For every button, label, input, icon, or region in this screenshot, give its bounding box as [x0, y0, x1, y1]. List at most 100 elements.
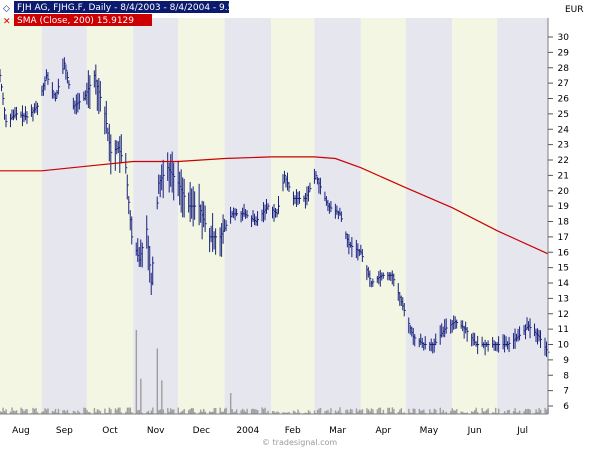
legend: ◇ FJH AG, FJHG.F, Daily - 8/4/2003 - 8/4…	[3, 1, 233, 27]
volume-bar	[433, 408, 436, 414]
volume-bar	[32, 407, 34, 414]
volume-bar	[515, 412, 518, 414]
volume-bar	[529, 409, 531, 414]
volume-bar	[357, 411, 359, 414]
volume-bar	[391, 407, 394, 414]
volume-bar	[503, 411, 506, 414]
volume-bar	[241, 408, 244, 414]
volume-bar	[294, 411, 296, 414]
volume-bar	[235, 409, 238, 414]
volume-bar	[493, 412, 495, 414]
volume-bar	[138, 409, 141, 414]
volume-bar	[411, 412, 413, 414]
volume-bar	[177, 407, 179, 414]
volume-bar	[209, 411, 211, 414]
volume-bar	[327, 409, 329, 414]
volume-bar	[63, 410, 66, 414]
x-tick-label: Nov	[147, 426, 165, 436]
volume-bar	[212, 411, 214, 414]
volume-bar	[222, 411, 224, 414]
volume-bar	[378, 407, 380, 414]
volume-bar	[421, 410, 424, 414]
volume-bar	[403, 412, 406, 414]
month-band	[271, 18, 315, 414]
volume-bar	[84, 407, 87, 414]
volume-bar	[345, 409, 347, 414]
volume-bar	[273, 411, 275, 414]
volume-bar	[370, 408, 373, 414]
volume-bar	[41, 411, 43, 414]
volume-bar	[189, 409, 191, 414]
volume-bar	[95, 412, 97, 414]
volume-bar	[387, 407, 389, 414]
volume-bar	[545, 409, 548, 414]
volume-bar	[126, 407, 129, 414]
volume-bar	[505, 412, 507, 414]
volume-bar	[430, 412, 433, 414]
volume-bar	[11, 407, 13, 414]
volume-bar	[369, 411, 371, 414]
y-tick-label: 21	[558, 171, 569, 181]
volume-bar	[366, 408, 368, 414]
volume-bar	[324, 411, 326, 414]
volume-bar	[250, 409, 253, 414]
volume-bar	[523, 411, 525, 414]
volume-bar	[2, 407, 4, 414]
volume-bar	[62, 410, 64, 414]
month-band	[178, 18, 225, 414]
volume-bar	[110, 409, 112, 414]
volume-bar	[51, 411, 54, 414]
volume-bar	[183, 409, 185, 414]
volume-bar	[518, 410, 521, 414]
volume-bar	[131, 412, 133, 414]
legend-sma-box	[14, 14, 152, 26]
x-tick-label: 2004	[236, 426, 259, 436]
x-tick-label: Apr	[376, 426, 392, 436]
volume-bar	[5, 409, 7, 414]
volume-bar	[77, 410, 79, 414]
volume-bar	[390, 411, 392, 414]
volume-bar	[107, 412, 109, 414]
volume-bar	[56, 412, 58, 414]
month-band	[405, 18, 453, 414]
volume-bar	[53, 411, 55, 414]
volume-bar	[21, 408, 24, 414]
volume-bar	[423, 409, 425, 414]
y-tick-label: 20	[558, 187, 570, 197]
sma-line	[0, 156, 549, 255]
volume-bar	[93, 407, 96, 414]
volume-bar	[424, 412, 427, 414]
volume-bar	[475, 407, 477, 414]
volume-bar	[180, 411, 182, 414]
volume-bar	[487, 408, 489, 414]
legend-price-marker: ◇	[3, 4, 10, 14]
y-tick-label: 9	[563, 356, 569, 366]
volume-bar	[316, 410, 319, 414]
volume-bar	[104, 408, 106, 414]
volume-bar	[444, 412, 446, 414]
volume-bar	[313, 410, 316, 414]
volume-bar	[137, 410, 139, 414]
y-tick-label: 14	[558, 279, 570, 289]
volume-bar	[252, 408, 254, 414]
y-tick-label: 13	[558, 294, 569, 304]
volume-bar	[120, 412, 123, 414]
volume-bar	[524, 408, 527, 414]
volume-bar	[243, 410, 245, 414]
volume-bar	[72, 410, 75, 414]
legend-sma-label: SMA (Close, 200) 15.9129	[17, 16, 134, 26]
volume-bar	[295, 412, 298, 414]
volume-bar	[203, 408, 205, 414]
volume-bar	[328, 412, 331, 414]
volume-bar	[246, 408, 248, 414]
volume-bar	[283, 412, 286, 414]
volume-bar	[339, 407, 341, 414]
volume-bar	[512, 411, 515, 414]
volume-bar	[210, 412, 212, 414]
volume-bar	[125, 411, 127, 414]
volume-bar	[533, 412, 536, 414]
volume-bar	[171, 409, 173, 414]
currency-label: EUR	[565, 5, 584, 15]
x-tick-label: Jul	[516, 426, 528, 436]
volume-bar	[201, 411, 203, 414]
